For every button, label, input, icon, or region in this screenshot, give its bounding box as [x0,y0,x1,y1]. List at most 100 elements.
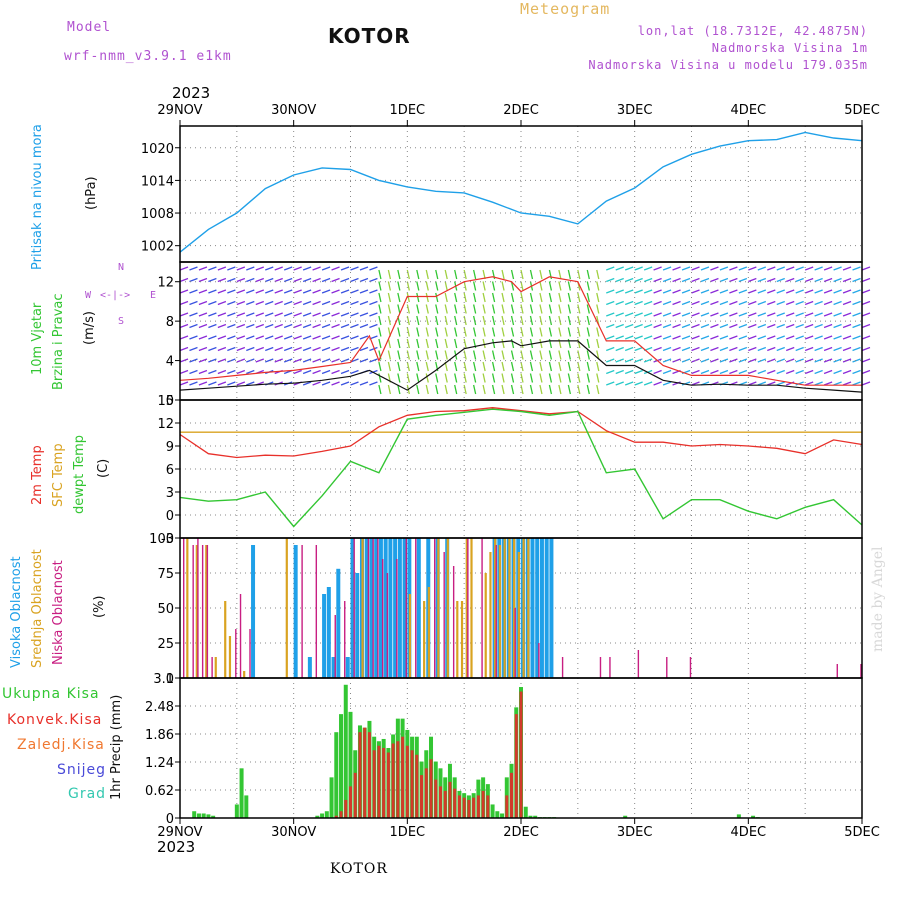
wind-barb [748,335,757,340]
low-cloud-bar [443,552,445,678]
mid-cloud-bar [503,538,506,678]
high-cloud-bar [402,538,407,678]
wind-barb [719,312,729,317]
wind-barb [331,312,340,317]
wind-barb [681,266,691,271]
wind-barb [842,358,852,363]
wind-barb [198,346,208,352]
wind-barb [700,277,710,283]
time-label-top: 30NOV [271,103,316,118]
wind-barb [861,277,871,283]
wind-barb [767,346,776,352]
precip-conv-bar [510,772,514,818]
wind-barb [748,312,757,317]
wind-barb [217,312,227,317]
wind-barb [795,323,804,329]
wind-barb [539,327,543,337]
wind-barb [833,266,842,271]
wind-barb [435,327,439,337]
wind-barb [302,312,312,317]
temperature-tick-label: 0 [166,509,174,524]
wind-barb [340,312,350,317]
wind-barb [293,312,302,317]
wind-barb [406,350,410,360]
wind-barb [491,338,496,349]
wind-barb [359,335,369,340]
wind-barb [653,323,662,329]
wind-barb [729,312,738,317]
low-cloud-bar [201,545,204,678]
wind-barb [236,381,246,386]
wind-barb [387,304,392,314]
wind-barb [767,323,776,329]
wind-tick-label: 12 [157,276,174,291]
wind-barb [482,350,486,360]
wind-barb [302,346,312,352]
wind-barb [710,346,719,352]
wind-barb [776,289,785,294]
wind-barb [387,361,392,372]
wind-barb [274,346,283,352]
wind-barb [719,369,729,375]
wind-barb [416,384,420,395]
wind-tick-label: 0 [166,394,174,409]
wind-barb [425,327,429,337]
wind-barb [842,300,852,306]
wind-barb [719,289,729,294]
wind-barb [378,361,382,372]
wind-barb [738,300,748,306]
wind-barb [189,289,198,294]
wind-barb [359,323,369,329]
precip-conv-bar [472,797,476,818]
wind-barb [425,269,429,280]
precip-total-bar [234,804,239,818]
wind-barb [312,358,321,363]
wind-barb [179,277,189,283]
wind-barb [416,361,420,372]
wind-barb [227,277,236,283]
wind-barb [776,335,785,340]
wind-barb [246,335,255,340]
precip-total-bar [315,815,320,818]
wind-barb [350,277,359,283]
wind-barb [700,312,710,317]
wind-barb [558,350,562,360]
wind-barb [406,269,410,280]
precip-conv-bar [486,795,490,818]
wind-barb [350,312,359,317]
high-cloud-bar [369,538,374,678]
wind-barb [378,373,382,383]
wind-barb [729,369,738,375]
low-cloud-bar [353,538,355,678]
wind-barb [634,300,643,306]
wind-barb [852,381,861,386]
wind-barb [861,346,871,352]
precip-conv-bar [434,779,438,818]
wind-barb [293,369,302,375]
wind-barb [615,266,624,271]
precip-total-bar [320,813,325,818]
wind-barb [548,350,553,360]
wind-barb [359,312,369,317]
wind-barb [814,335,823,340]
wind-barb [302,358,312,363]
wind-barb [217,358,227,363]
wind-barb [662,312,672,317]
wind-barb [757,369,767,375]
compass-icon: <-|-> [100,290,131,301]
high-cloud-bar [549,538,554,678]
elevation-label: Nadmorska Visina 1m [711,41,868,55]
high-cloud-bar [393,538,398,678]
wind-barb [700,358,710,363]
wind-barb [454,292,458,303]
wind-barb [767,277,776,283]
wind-barb [823,335,833,340]
wind-barb [804,369,814,375]
wind-barb [416,338,420,349]
wind-barb [406,292,410,303]
wind-barb [369,300,378,306]
wind-barb [662,323,672,329]
temperature-tick-label: 12 [157,417,174,432]
wind-barb [501,304,505,314]
